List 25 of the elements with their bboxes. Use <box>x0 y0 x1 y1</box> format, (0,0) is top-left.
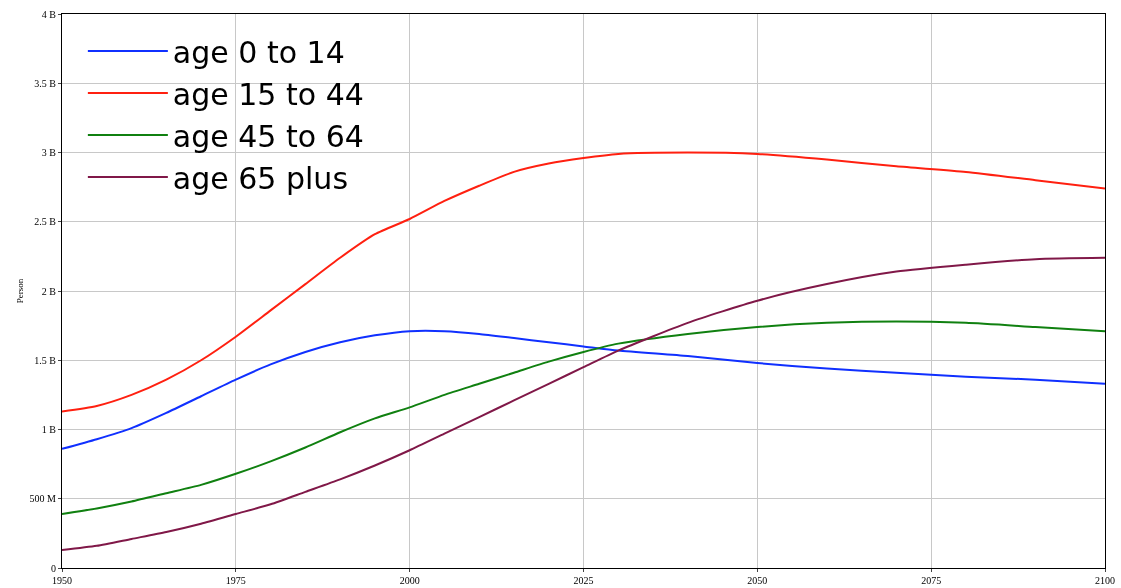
line-series <box>62 320 1105 515</box>
y-tick-label: 500 M <box>29 493 57 505</box>
line-series <box>62 151 1105 413</box>
y-tick-label: 1.5 B <box>34 354 57 366</box>
y-tick-label: 2 B <box>41 285 57 297</box>
legend-label: age 0 to 14 <box>172 34 345 70</box>
x-tick-label: 2050 <box>747 575 768 586</box>
y-tick-label: 3.5 B <box>34 77 57 89</box>
y-axis-title: Person <box>14 278 25 304</box>
x-tick-label: 2025 <box>573 575 594 586</box>
line-series <box>62 329 1105 450</box>
legend-label: age 65 plus <box>172 160 349 196</box>
y-tick-label: 4 B <box>41 8 57 20</box>
y-tick-label: 2.5 B <box>34 216 57 228</box>
x-tick-label: 2000 <box>399 575 420 586</box>
x-tick-label: 1950 <box>52 575 72 586</box>
x-tick-label: 2100 <box>1095 575 1115 586</box>
line-series <box>62 256 1105 551</box>
y-tick-label: 3 B <box>41 147 57 158</box>
y-tick-label: 1 B <box>41 424 57 435</box>
y-tick-label: 0 <box>51 562 56 574</box>
x-tick-label: 2075 <box>921 575 942 586</box>
legend-label: age 45 to 64 <box>172 118 364 154</box>
legend-label: age 15 to 44 <box>172 76 364 112</box>
x-tick-label: 1975 <box>225 575 246 586</box>
